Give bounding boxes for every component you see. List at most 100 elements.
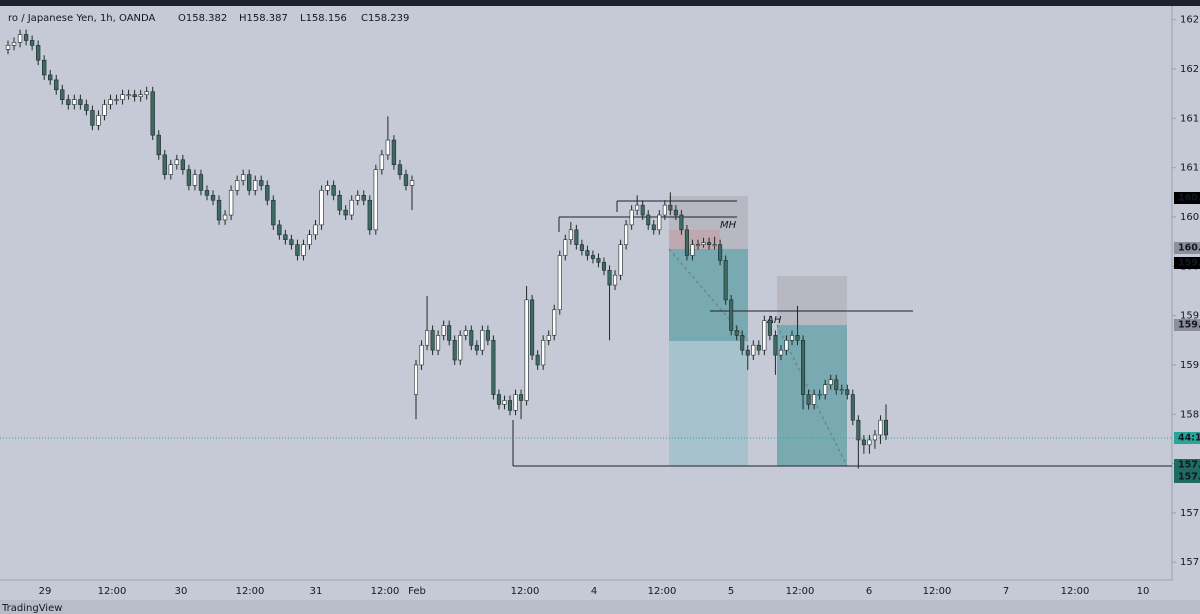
candle-body — [801, 340, 806, 395]
candle-body — [436, 335, 441, 351]
candle-body — [301, 244, 306, 256]
candle-body — [469, 330, 474, 346]
candle-body — [120, 94, 125, 100]
candle-body — [108, 99, 113, 105]
y-tick-label: 159.0 — [1180, 360, 1200, 371]
candle-body — [823, 384, 828, 395]
candle-body — [289, 239, 294, 245]
x-tick-label: 12:00 — [1061, 586, 1090, 597]
candle-body — [391, 139, 397, 166]
price-tag-box — [1174, 459, 1200, 471]
candle-body — [102, 104, 107, 116]
candle-body — [629, 209, 634, 226]
candle-body — [707, 242, 712, 245]
candle-body — [234, 180, 240, 191]
candle-body — [144, 91, 149, 95]
candle-body — [856, 419, 861, 441]
candle-body — [635, 204, 640, 211]
price-tag-box — [1174, 192, 1200, 204]
candle-body — [778, 349, 783, 356]
candle-body — [568, 229, 573, 240]
x-tick-label: 5 — [728, 586, 734, 597]
x-tick-label: 12:00 — [236, 586, 265, 597]
y-tick-label: 161.0 — [1180, 163, 1200, 174]
price-tag: 157.9 — [1178, 460, 1200, 471]
candle-body — [458, 335, 463, 361]
y-tick-label: 157.5 — [1180, 508, 1200, 519]
price-tag-box — [1174, 257, 1200, 269]
candle-body — [373, 169, 378, 231]
price-tag-box — [1174, 471, 1200, 483]
candle-body — [535, 354, 540, 366]
price-tag: 160.7 — [1178, 193, 1200, 204]
candle-body — [23, 34, 29, 41]
candle-body — [729, 299, 734, 331]
candle-body — [210, 195, 216, 201]
ohlc-value: H158.387 — [239, 13, 288, 24]
candle-body — [90, 110, 95, 126]
candle-body — [283, 234, 288, 240]
candle-body — [701, 242, 706, 245]
x-tick-label: 10 — [1137, 586, 1150, 597]
candle-body — [307, 234, 312, 245]
candle-body — [277, 224, 282, 236]
candle-body — [601, 262, 607, 271]
y-tick-label: 157.0 — [1180, 557, 1200, 568]
trade-path — [668, 248, 749, 342]
candle-body — [585, 250, 590, 256]
top-bar — [0, 0, 1200, 6]
candle-body — [48, 74, 53, 81]
candle-body — [355, 195, 360, 201]
x-tick-label: 12:00 — [648, 586, 677, 597]
candle-body — [29, 40, 35, 46]
candle-body — [834, 379, 839, 390]
x-tick-label: 12:00 — [786, 586, 815, 597]
candle-body — [385, 139, 391, 156]
x-tick-label: Feb — [408, 586, 426, 597]
price-tag: 159.4 — [1178, 320, 1200, 331]
candle-body — [198, 174, 204, 191]
price-tag-box — [1174, 319, 1200, 331]
candle-body — [413, 364, 419, 395]
candle-body — [463, 330, 468, 336]
candle-body — [204, 190, 210, 196]
candle-body — [162, 154, 167, 175]
candle-body — [867, 439, 872, 446]
candle-body — [96, 115, 101, 126]
y-tick-label: 162.0 — [1180, 64, 1200, 75]
candle-body — [530, 299, 535, 356]
candle-body — [259, 180, 264, 186]
candle-body — [817, 394, 822, 396]
candle-body — [751, 344, 756, 356]
candle-body — [850, 394, 855, 421]
candle-body — [883, 419, 889, 436]
candle-body — [441, 325, 446, 336]
candle-body — [168, 164, 173, 175]
price-tag: 159.8 — [1178, 258, 1200, 269]
candle-body — [447, 325, 452, 341]
candle-body — [723, 260, 728, 301]
candle-body — [839, 389, 844, 391]
candle-body — [767, 320, 772, 336]
candle-body — [740, 335, 745, 351]
candle-body — [313, 224, 318, 236]
candle-body — [657, 214, 662, 231]
candle-body — [430, 330, 435, 351]
candle-body — [613, 274, 618, 286]
candle-body — [646, 214, 651, 226]
candle-body — [295, 244, 300, 256]
x-tick-label: 30 — [175, 586, 188, 597]
candle-body — [607, 269, 612, 286]
price-tag-box — [1174, 432, 1200, 444]
candle-body — [419, 344, 424, 366]
candle-body — [397, 164, 403, 175]
candle-body — [773, 335, 778, 356]
candle-body — [524, 299, 529, 401]
x-tick-label: 6 — [866, 586, 872, 597]
entry-zone — [669, 230, 720, 249]
candle-body — [762, 320, 767, 351]
candle-body — [216, 199, 222, 221]
x-tick-label: 12:00 — [511, 586, 540, 597]
candle-body — [66, 99, 71, 105]
